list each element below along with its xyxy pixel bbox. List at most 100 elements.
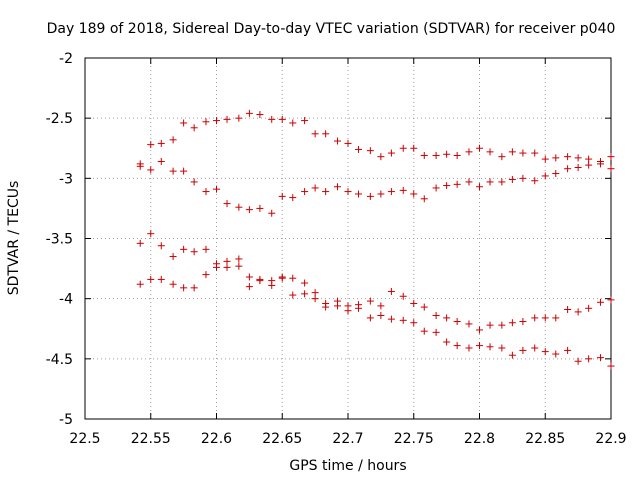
data-point bbox=[377, 153, 385, 161]
data-point bbox=[432, 151, 440, 159]
data-point bbox=[202, 188, 210, 196]
data-point bbox=[278, 274, 286, 282]
data-point bbox=[147, 166, 155, 174]
data-point bbox=[377, 190, 385, 198]
x-tick-label: 22.8 bbox=[464, 431, 495, 447]
data-point bbox=[301, 290, 309, 298]
data-point bbox=[333, 302, 341, 310]
data-point bbox=[180, 119, 188, 127]
data-point bbox=[486, 148, 494, 156]
plot-frame bbox=[84, 57, 612, 420]
data-point bbox=[465, 148, 473, 156]
y-tick-label: -2.5 bbox=[46, 111, 73, 127]
data-point bbox=[476, 144, 483, 152]
data-point bbox=[399, 144, 407, 152]
data-point bbox=[443, 182, 451, 190]
data-point bbox=[202, 118, 210, 126]
data-point bbox=[136, 239, 144, 247]
data-point bbox=[322, 188, 330, 196]
data-point bbox=[432, 184, 440, 192]
data-point bbox=[508, 351, 516, 359]
x-tick-label: 22.65 bbox=[262, 431, 302, 447]
data-point bbox=[541, 172, 549, 180]
data-point bbox=[420, 195, 428, 203]
data-point bbox=[190, 178, 198, 186]
data-point bbox=[476, 326, 483, 334]
data-point bbox=[157, 157, 165, 165]
data-point bbox=[585, 161, 593, 169]
data-point bbox=[311, 289, 319, 297]
data-point bbox=[344, 188, 352, 196]
data-points bbox=[136, 109, 615, 370]
data-point bbox=[443, 338, 451, 346]
data-point bbox=[301, 188, 309, 196]
data-point bbox=[564, 153, 572, 161]
data-point bbox=[311, 184, 319, 192]
data-point bbox=[574, 164, 582, 172]
data-point bbox=[420, 151, 428, 159]
data-point bbox=[377, 302, 385, 310]
data-point bbox=[136, 280, 144, 288]
data-point bbox=[596, 298, 604, 306]
data-point bbox=[213, 117, 220, 125]
data-point bbox=[519, 149, 527, 157]
data-point bbox=[289, 291, 297, 299]
data-point bbox=[157, 242, 165, 250]
data-point bbox=[322, 299, 330, 307]
y-tick-label: -4 bbox=[59, 292, 73, 308]
data-point bbox=[245, 206, 253, 214]
data-point bbox=[498, 344, 506, 352]
data-point bbox=[476, 342, 483, 350]
data-point bbox=[607, 153, 615, 161]
data-point bbox=[223, 115, 231, 123]
data-point bbox=[607, 165, 615, 173]
data-point bbox=[564, 305, 572, 313]
data-point bbox=[465, 344, 473, 352]
data-point bbox=[508, 148, 516, 156]
data-point bbox=[213, 263, 220, 271]
data-point bbox=[256, 275, 264, 283]
data-point bbox=[256, 204, 264, 212]
data-point bbox=[278, 192, 286, 200]
y-tick-label: -2 bbox=[59, 51, 73, 67]
x-axis-label: GPS time / hours bbox=[289, 458, 406, 474]
data-point bbox=[541, 314, 549, 322]
data-point bbox=[180, 167, 188, 175]
data-point bbox=[387, 188, 395, 196]
data-point bbox=[564, 346, 572, 354]
y-tick-label: -3 bbox=[59, 171, 73, 187]
data-point bbox=[585, 355, 593, 363]
data-point bbox=[311, 295, 319, 303]
data-point bbox=[387, 149, 395, 157]
data-point bbox=[235, 262, 243, 270]
data-point bbox=[432, 328, 440, 336]
data-point bbox=[355, 145, 363, 153]
data-point bbox=[223, 257, 231, 265]
data-point bbox=[289, 194, 297, 202]
data-point bbox=[552, 314, 560, 322]
data-point bbox=[486, 343, 494, 351]
data-point bbox=[333, 137, 341, 145]
data-point bbox=[377, 312, 385, 320]
data-point bbox=[169, 167, 177, 175]
data-point bbox=[245, 109, 253, 117]
data-point bbox=[157, 139, 165, 147]
data-point bbox=[344, 139, 352, 147]
data-point bbox=[366, 192, 374, 200]
data-point bbox=[531, 344, 539, 352]
data-point bbox=[136, 162, 144, 170]
data-point bbox=[607, 296, 615, 304]
data-point bbox=[180, 245, 188, 253]
data-point bbox=[169, 253, 177, 261]
data-point bbox=[410, 319, 418, 327]
data-point bbox=[486, 178, 494, 186]
data-point bbox=[498, 178, 506, 186]
data-point bbox=[574, 154, 582, 162]
data-point bbox=[169, 280, 177, 288]
data-point bbox=[333, 183, 341, 191]
data-point bbox=[235, 114, 243, 122]
y-tick-label: -4.5 bbox=[46, 352, 73, 368]
data-point bbox=[399, 186, 407, 194]
data-point bbox=[465, 320, 473, 328]
